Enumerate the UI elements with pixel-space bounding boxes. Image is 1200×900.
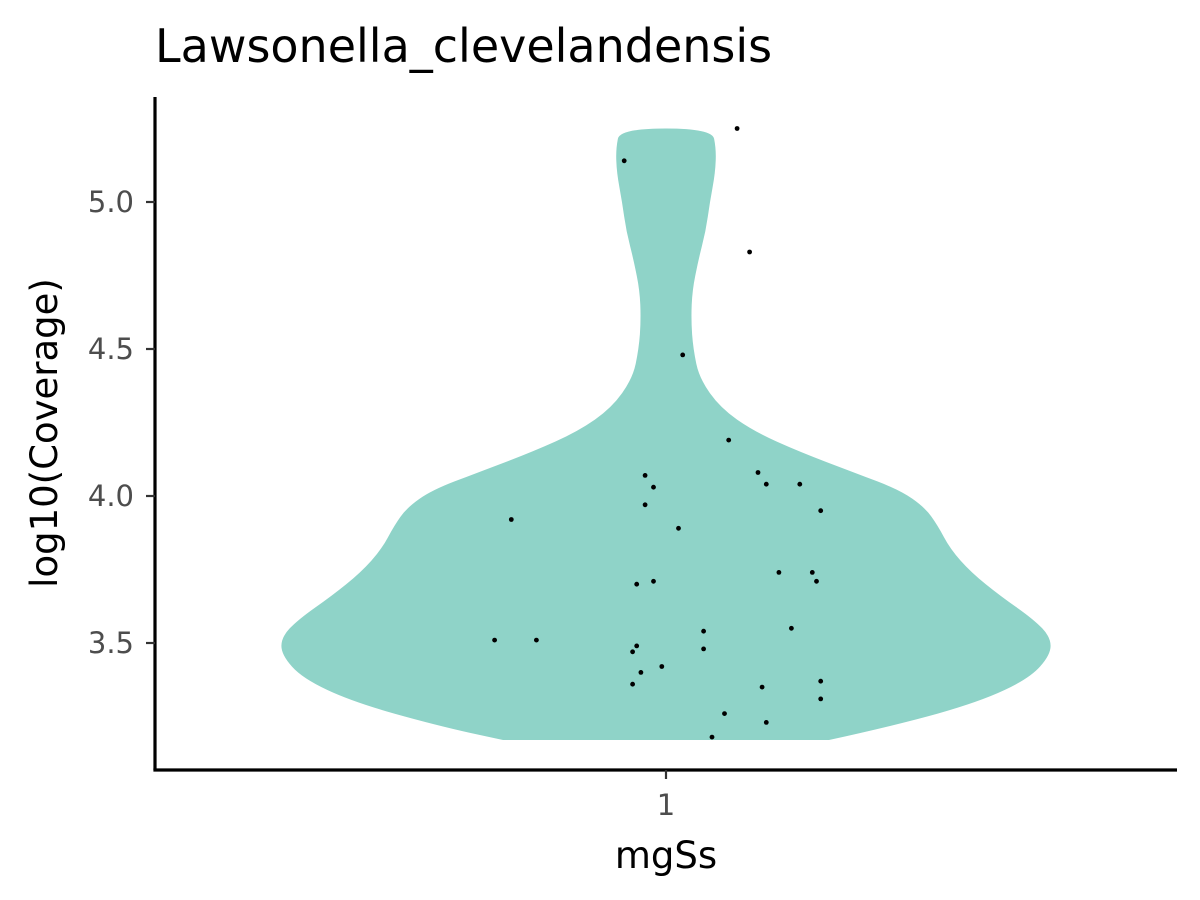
data-point-34 [763,720,769,725]
y-tick-label: 3.5 [88,626,134,660]
data-point-31 [759,684,765,690]
data-point-7 [642,473,648,478]
data-point-10 [651,484,656,490]
x-axis-title: mgSs [615,834,717,877]
data-point-30 [630,681,635,687]
x-axis-ticks: 1 [657,770,675,822]
y-tick-label: 4.0 [88,479,134,513]
data-point-5 [726,437,732,443]
data-point-27 [659,664,665,669]
data-point-24 [634,643,640,649]
data-point-4 [680,352,686,358]
data-point-14 [676,525,681,531]
data-point-26 [630,649,635,655]
data-point-15 [776,570,782,575]
data-point-23 [534,637,539,643]
data-point-9 [797,481,803,487]
data-point-12 [818,508,824,514]
data-point-17 [814,578,819,584]
chart-title: Lawsonella_clevelandensis [155,19,772,73]
data-point-35 [709,734,715,740]
data-point-22 [492,637,497,643]
data-point-8 [763,481,769,487]
x-tick-label: 1 [657,788,675,822]
data-point-29 [818,678,824,684]
data-point-21 [701,628,706,634]
data-point-13 [508,517,514,522]
data-point-19 [634,581,640,587]
data-point-28 [638,670,644,675]
y-axis-title: log10(Coverage) [23,278,66,588]
y-tick-label: 4.5 [88,332,134,366]
violin-shape [281,128,1051,740]
data-point-18 [651,578,656,584]
data-point-20 [789,625,794,631]
y-tick-label: 5.0 [88,185,134,219]
plot-area [281,126,1051,740]
data-point-6 [755,470,761,475]
data-point-25 [701,646,706,652]
data-points [492,126,824,740]
data-point-16 [809,570,815,575]
data-point-32 [818,696,824,702]
y-axis-ticks: 3.5 4.0 4.5 5.0 [88,185,155,660]
data-point-2 [621,158,627,164]
data-point-11 [642,502,648,508]
data-point-33 [722,711,727,716]
data-point-1 [734,126,740,131]
data-point-3 [747,249,752,255]
